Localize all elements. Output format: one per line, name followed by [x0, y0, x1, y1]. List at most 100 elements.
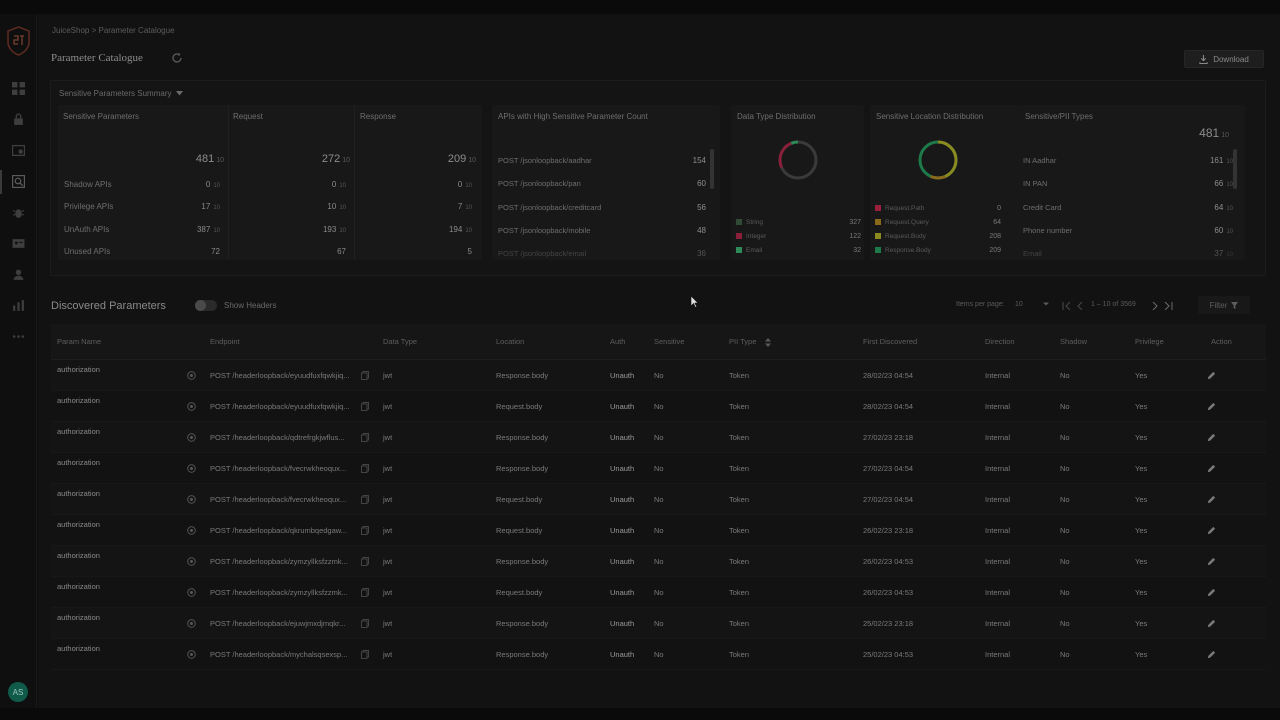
legend-item[interactable]: Email 32 — [736, 244, 861, 256]
copy-endpoint-icon[interactable] — [361, 526, 369, 535]
view-param-icon[interactable] — [187, 495, 196, 504]
prev-page-icon[interactable] — [1076, 302, 1084, 310]
legend-item[interactable]: Request.Query 64 — [875, 216, 1001, 228]
scrollbar[interactable] — [710, 149, 714, 189]
more-icon[interactable] — [9, 327, 27, 345]
view-param-icon[interactable] — [187, 464, 196, 473]
privilege-apis-row[interactable]: Privilege APIs 17 10 10 10 7 10 — [64, 202, 472, 211]
col-header-first-discovered[interactable]: First Discovered — [863, 337, 918, 346]
breadcrumb[interactable]: JuiceShop > Parameter Catalogue — [52, 26, 175, 35]
summary-toggle[interactable]: Sensitive Parameters Summary — [59, 89, 184, 98]
next-page-icon[interactable] — [1151, 302, 1159, 310]
legend-item[interactable]: String 327 — [736, 216, 861, 228]
view-param-icon[interactable] — [187, 526, 196, 535]
table-row[interactable]: authorization POST /headerloopback/fvecrw… — [51, 484, 1266, 515]
pii-row[interactable]: IN Aadhar 161 10 — [1023, 156, 1233, 165]
api-catalog-icon[interactable] — [9, 141, 27, 159]
col-header-sensitive[interactable]: Sensitive — [654, 337, 685, 346]
scrollbar[interactable] — [1233, 149, 1237, 189]
edit-icon[interactable] — [1207, 495, 1216, 504]
high-sensitive-row[interactable]: POST /jsonloopback/email 36 — [498, 249, 706, 258]
view-param-icon[interactable] — [187, 619, 196, 628]
copy-endpoint-icon[interactable] — [361, 464, 369, 473]
user-shield-icon[interactable] — [9, 265, 27, 283]
col-header-param-name[interactable]: Param Name — [57, 337, 102, 346]
unauth-apis-row[interactable]: UnAuth APIs 387 10 193 10 194 10 — [64, 225, 472, 234]
reports-icon[interactable] — [9, 296, 27, 314]
col-header-privilege[interactable]: Privilege — [1135, 337, 1164, 346]
lock-icon[interactable] — [9, 110, 27, 128]
table-row[interactable]: authorization POST /headerloopback/qkrumb… — [51, 515, 1266, 546]
col-header-auth[interactable]: Auth — [610, 337, 626, 346]
pii-row[interactable]: Credit Card 64 10 — [1023, 203, 1233, 212]
legend-item[interactable]: Request.Path 0 — [875, 202, 1001, 214]
items-per-page-label: Items per page: — [956, 301, 1005, 308]
view-param-icon[interactable] — [187, 557, 196, 566]
high-sensitive-row[interactable]: POST /jsonloopback/aadhar 154 — [498, 156, 706, 165]
table-row[interactable]: authorization POST /headerloopback/fvecrw… — [51, 453, 1266, 484]
table-row[interactable]: authorization POST /headerloopback/mychal… — [51, 639, 1266, 670]
app-logo-icon[interactable] — [6, 26, 31, 56]
edit-icon[interactable] — [1207, 402, 1216, 411]
download-button[interactable]: Download — [1184, 50, 1264, 68]
bug-icon[interactable] — [9, 203, 27, 221]
edit-icon[interactable] — [1207, 619, 1216, 628]
copy-endpoint-icon[interactable] — [361, 557, 369, 566]
parameter-search-icon[interactable] — [9, 172, 27, 190]
legend-item[interactable]: Integer 122 — [736, 230, 861, 242]
high-sensitive-row[interactable]: POST /jsonloopback/mobile 48 — [498, 226, 706, 235]
edit-icon[interactable] — [1207, 650, 1216, 659]
copy-endpoint-icon[interactable] — [361, 619, 369, 628]
last-page-icon[interactable] — [1163, 302, 1173, 310]
table-row[interactable]: authorization POST /headerloopback/zymzyl… — [51, 577, 1266, 608]
pii-row[interactable]: Phone number 60 10 — [1023, 226, 1233, 235]
copy-endpoint-icon[interactable] — [361, 402, 369, 411]
copy-endpoint-icon[interactable] — [361, 495, 369, 504]
id-card-icon[interactable] — [9, 234, 27, 252]
location-donut-chart[interactable] — [917, 139, 959, 181]
copy-endpoint-icon[interactable] — [361, 371, 369, 380]
edit-icon[interactable] — [1207, 588, 1216, 597]
edit-icon[interactable] — [1207, 433, 1216, 442]
unused-apis-row[interactable]: Unused APIs 72 67 5 — [64, 247, 472, 256]
legend-item[interactable]: Request.Body 208 — [875, 230, 1001, 242]
dashboard-icon[interactable] — [9, 79, 27, 97]
edit-icon[interactable] — [1207, 557, 1216, 566]
col-header-endpoint[interactable]: Endpoint — [210, 337, 240, 346]
edit-icon[interactable] — [1207, 464, 1216, 473]
table-row[interactable]: authorization POST /headerloopback/zymzyl… — [51, 546, 1266, 577]
view-param-icon[interactable] — [187, 402, 196, 411]
user-avatar[interactable]: AS — [8, 682, 28, 702]
view-param-icon[interactable] — [187, 588, 196, 597]
col-header-pii-type[interactable]: PII Type — [729, 337, 757, 346]
col-header-shadow[interactable]: Shadow — [1060, 337, 1088, 346]
high-sensitive-row[interactable]: POST /jsonloopback/creditcard 56 — [498, 203, 706, 212]
view-param-icon[interactable] — [187, 650, 196, 659]
copy-endpoint-icon[interactable] — [361, 650, 369, 659]
copy-endpoint-icon[interactable] — [361, 588, 369, 597]
first-page-icon[interactable] — [1062, 302, 1072, 310]
data-type-donut-chart[interactable] — [777, 139, 819, 181]
view-param-icon[interactable] — [187, 433, 196, 442]
col-header-location[interactable]: Location — [496, 337, 525, 346]
shadow-apis-row[interactable]: Shadow APIs 0 10 0 10 0 10 — [64, 180, 472, 189]
table-row[interactable]: authorization POST /headerloopback/qdtref… — [51, 422, 1266, 453]
col-header-direction[interactable]: Direction — [985, 337, 1015, 346]
pii-row[interactable]: Email 37 10 — [1023, 249, 1233, 258]
filter-button[interactable]: Filter — [1198, 296, 1250, 314]
view-param-icon[interactable] — [187, 371, 196, 380]
edit-icon[interactable] — [1207, 526, 1216, 535]
table-row[interactable]: authorization POST /headerloopback/eyuudf… — [51, 391, 1266, 422]
high-sensitive-row[interactable]: POST /jsonloopback/pan 60 — [498, 179, 706, 188]
pii-row[interactable]: IN PAN 66 10 — [1023, 179, 1233, 188]
sort-icon[interactable] — [765, 338, 771, 347]
col-header-data-type[interactable]: Data Type — [383, 337, 418, 346]
items-per-page-select[interactable]: 10 — [1015, 301, 1049, 308]
legend-item[interactable]: Response.Body 209 — [875, 244, 1001, 256]
refresh-icon[interactable] — [171, 52, 183, 64]
show-headers-toggle[interactable] — [195, 300, 217, 311]
table-row[interactable]: authorization POST /headerloopback/ejuwjm… — [51, 608, 1266, 639]
edit-icon[interactable] — [1207, 371, 1216, 380]
table-row[interactable]: authorization POST /headerloopback/eyuudf… — [51, 360, 1266, 391]
copy-endpoint-icon[interactable] — [361, 433, 369, 442]
